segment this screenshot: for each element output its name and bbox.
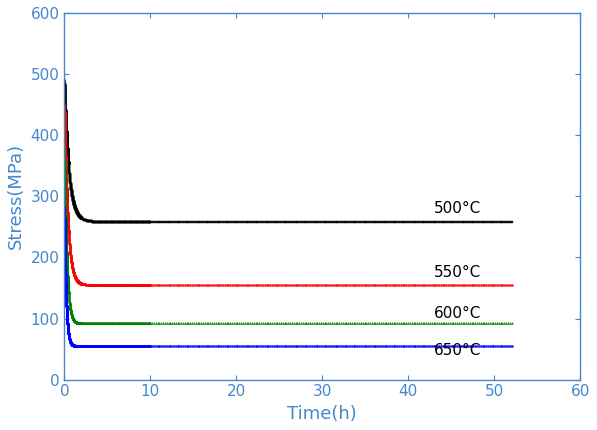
Text: 550°C: 550°C: [434, 265, 481, 280]
Y-axis label: Stress(MPa): Stress(MPa): [7, 143, 25, 249]
X-axis label: Time(h): Time(h): [288, 405, 357, 423]
Text: 600°C: 600°C: [434, 306, 482, 321]
Text: 500°C: 500°C: [434, 201, 481, 216]
Text: 650°C: 650°C: [434, 343, 482, 358]
